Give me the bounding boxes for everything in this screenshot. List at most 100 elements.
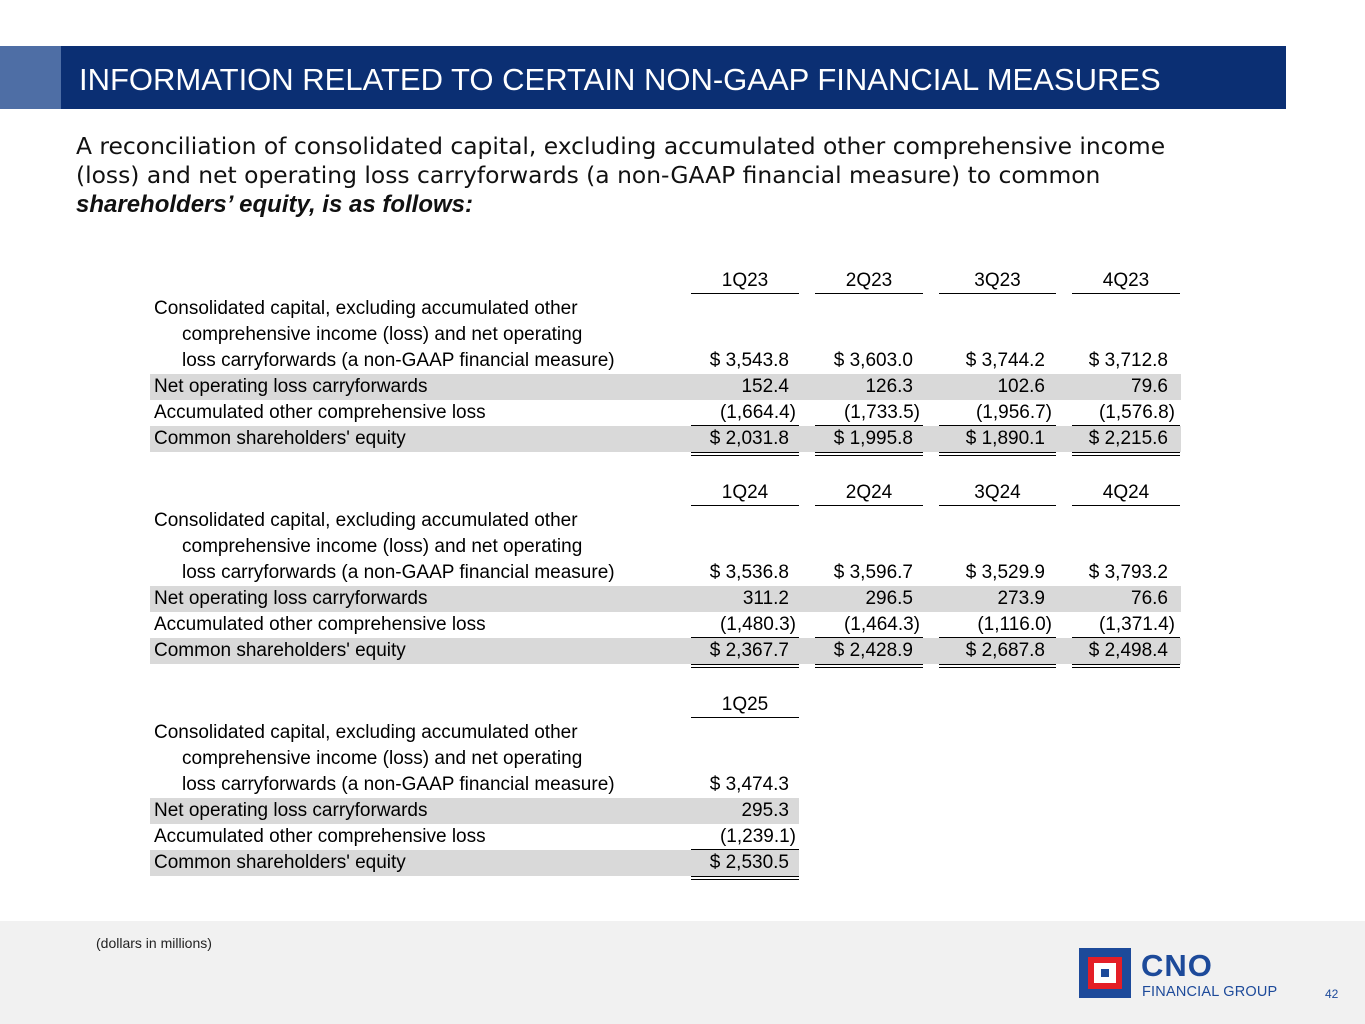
aoci-value: (1,116.0) — [977, 614, 1052, 635]
row-nol-label: Net operating loss carryforwards — [154, 376, 428, 397]
row-capital-line3-label: loss carryforwards (a non-GAAP financial… — [182, 774, 615, 795]
subtotal-rule — [691, 637, 799, 638]
row-capital-line3: loss carryforwards (a non-GAAP financial… — [150, 772, 799, 798]
nol-value: 126.3 — [865, 376, 913, 397]
row-capital-line1: Consolidated capital, excluding accumula… — [150, 508, 1181, 534]
aoci-value: (1,371.4) — [1098, 614, 1175, 635]
aoci-value: (1,664.4) — [719, 402, 796, 423]
row-aoci: Accumulated other comprehensive loss — [150, 400, 1181, 426]
subtotal-rule — [815, 637, 923, 638]
logo-red-square — [1088, 957, 1122, 989]
nol-value: 295.3 — [741, 800, 789, 821]
equity-value: $ 2,687.8 — [965, 640, 1045, 661]
aoci-value: (1,956.7) — [975, 402, 1052, 423]
nol-value: 273.9 — [997, 588, 1045, 609]
logo-subtitle: FINANCIAL GROUP — [1142, 984, 1278, 1000]
subtotal-rule — [691, 849, 799, 850]
nol-value: 102.6 — [997, 376, 1045, 397]
nol-value: 311.2 — [742, 588, 789, 609]
row-capital-line2-label: comprehensive income (loss) and net oper… — [182, 748, 583, 769]
capital-value: $ 3,744.2 — [965, 350, 1045, 371]
capital-value: $ 3,712.8 — [1088, 350, 1168, 371]
column-header-2q23: 2Q23 — [815, 268, 923, 294]
row-aoci-label: Accumulated other comprehensive loss — [154, 826, 486, 847]
row-equity-label: Common shareholders' equity — [154, 852, 406, 873]
capital-value: $ 3,474.3 — [709, 774, 789, 795]
subtotal-rule — [815, 425, 923, 426]
row-equity: Common shareholders' equity — [150, 426, 1181, 452]
total-double-rule — [1072, 664, 1180, 668]
row-capital-line3-label: loss carryforwards (a non-GAAP financial… — [182, 562, 615, 583]
aoci-value: (1,464.3) — [843, 614, 920, 635]
row-capital-line3-label: loss carryforwards (a non-GAAP financial… — [182, 350, 615, 371]
nol-value: 79.6 — [1131, 376, 1168, 397]
total-double-rule — [691, 876, 799, 880]
row-nol-label: Net operating loss carryforwards — [154, 800, 428, 821]
intro-line-3: shareholders’ equity, is as follows: — [76, 191, 473, 218]
row-aoci: Accumulated other comprehensive loss — [150, 612, 1181, 638]
column-header-4q24: 4Q24 — [1072, 480, 1180, 506]
row-capital-line1-label: Consolidated capital, excluding accumula… — [154, 298, 578, 319]
intro-line-2: (loss) and net operating loss carryforwa… — [76, 161, 1101, 189]
equity-value: $ 1,890.1 — [965, 428, 1045, 449]
column-header-1q25: 1Q25 — [691, 692, 799, 718]
row-capital-line2-label: comprehensive income (loss) and net oper… — [182, 536, 583, 557]
intro-line-1: A reconciliation of consolidated capital… — [76, 132, 1166, 160]
row-nol: Net operating loss carryforwards — [150, 374, 1181, 400]
equity-value: $ 2,530.5 — [709, 852, 789, 873]
intro-paragraph: A reconciliation of consolidated capital… — [76, 132, 1276, 219]
row-capital-line1-label: Consolidated capital, excluding accumula… — [154, 722, 578, 743]
nol-value: 296.5 — [865, 588, 913, 609]
footer: (dollars in millions) CNO FINANCIAL GROU… — [0, 921, 1365, 1024]
total-double-rule — [1072, 452, 1180, 456]
title-accent-block — [0, 46, 61, 109]
row-equity-label: Common shareholders' equity — [154, 428, 406, 449]
units-footnote: (dollars in millions) — [96, 935, 212, 951]
nol-value: 76.6 — [1131, 588, 1168, 609]
column-header-3q23: 3Q23 — [939, 268, 1056, 294]
capital-value: $ 3,543.8 — [709, 350, 789, 371]
column-header-1q23: 1Q23 — [691, 268, 799, 294]
nol-value: 152.4 — [741, 376, 789, 397]
capital-value: $ 3,603.0 — [833, 350, 913, 371]
total-double-rule — [815, 664, 923, 668]
row-equity: Common shareholders' equity — [150, 850, 799, 876]
row-capital-line1-label: Consolidated capital, excluding accumula… — [154, 510, 578, 531]
column-header-3q24: 3Q24 — [939, 480, 1056, 506]
row-aoci-label: Accumulated other comprehensive loss — [154, 402, 486, 423]
aoci-value: (1,576.8) — [1098, 402, 1175, 423]
capital-value: $ 3,529.9 — [965, 562, 1045, 583]
equity-value: $ 2,367.7 — [709, 640, 789, 661]
equity-value: $ 2,215.6 — [1088, 428, 1168, 449]
row-capital-line2: comprehensive income (loss) and net oper… — [150, 746, 799, 772]
row-capital-line3: loss carryforwards (a non-GAAP financial… — [150, 348, 1181, 374]
row-aoci-label: Accumulated other comprehensive loss — [154, 614, 486, 635]
equity-value: $ 2,428.9 — [833, 640, 913, 661]
subtotal-rule — [939, 637, 1056, 638]
aoci-value: (1,239.1) — [719, 826, 796, 847]
row-nol: Net operating loss carryforwards — [150, 586, 1181, 612]
total-double-rule — [815, 452, 923, 456]
title-bar: INFORMATION RELATED TO CERTAIN NON-GAAP … — [61, 46, 1286, 109]
aoci-value: (1,733.5) — [843, 402, 920, 423]
row-capital-line2-label: comprehensive income (loss) and net oper… — [182, 324, 583, 345]
page-title: INFORMATION RELATED TO CERTAIN NON-GAAP … — [79, 62, 1161, 97]
column-header-2q24: 2Q24 — [815, 480, 923, 506]
cno-logo-mark — [1079, 948, 1131, 998]
row-equity-label: Common shareholders' equity — [154, 640, 406, 661]
equity-value: $ 1,995.8 — [833, 428, 913, 449]
row-capital-line1: Consolidated capital, excluding accumula… — [150, 296, 1181, 322]
capital-value: $ 3,793.2 — [1088, 562, 1168, 583]
logo-wordmark: CNO — [1141, 948, 1213, 983]
total-double-rule — [939, 664, 1056, 668]
capital-value: $ 3,596.7 — [833, 562, 913, 583]
equity-value: $ 2,498.4 — [1088, 640, 1168, 661]
row-aoci: Accumulated other comprehensive loss — [150, 824, 799, 850]
aoci-value: (1,480.3) — [719, 614, 796, 635]
row-equity: Common shareholders' equity — [150, 638, 1181, 664]
row-nol: Net operating loss carryforwards — [150, 798, 799, 824]
total-double-rule — [691, 452, 799, 456]
logo-white-square — [1094, 963, 1116, 983]
total-double-rule — [939, 452, 1056, 456]
capital-value: $ 3,536.8 — [709, 562, 789, 583]
